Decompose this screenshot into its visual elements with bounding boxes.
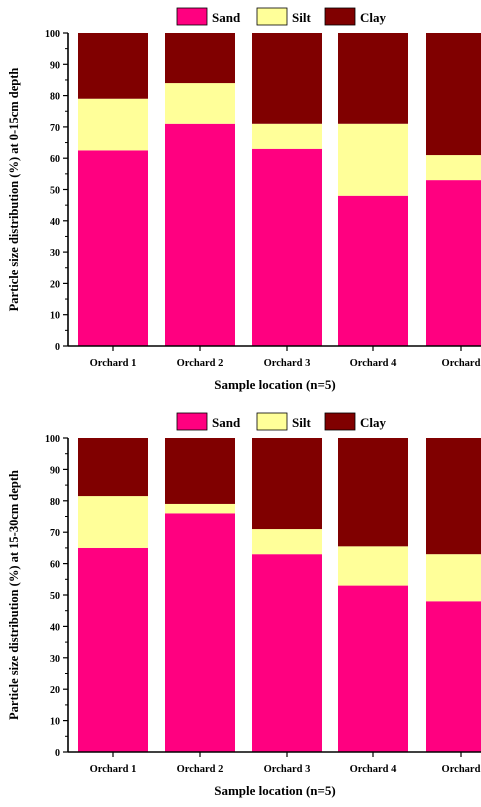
- legend-swatch-silt: [256, 7, 288, 26]
- y-tick-label: 0: [55, 748, 60, 759]
- y-tick-label: 30: [50, 654, 60, 665]
- bar-clay-5: [426, 438, 481, 555]
- legend-swatch-silt: [256, 412, 288, 431]
- bar-sand-3: [252, 148, 322, 346]
- bar-clay-3: [252, 438, 322, 530]
- y-tick-label: 20: [50, 279, 60, 290]
- legend-swatch-sand: [176, 412, 208, 431]
- x-tick-label: Orchard 4: [350, 764, 398, 775]
- y-tick-label: 80: [50, 92, 60, 103]
- bar-silt-2: [165, 503, 235, 514]
- bar-silt-2: [165, 83, 235, 124]
- x-tick-label: Orchard 2: [177, 764, 224, 775]
- y-tick-label: 60: [50, 154, 60, 165]
- bar-sand-2: [165, 513, 235, 752]
- legend-swatch-sand: [176, 7, 208, 26]
- bar-clay-2: [165, 33, 235, 84]
- y-tick-label: 80: [50, 497, 60, 508]
- x-tick-label: Orchard 4: [350, 358, 398, 369]
- y-tick-label: 90: [50, 465, 60, 476]
- bar-silt-3: [252, 529, 322, 555]
- bar-silt-3: [252, 123, 322, 149]
- y-tick-label: 60: [50, 560, 60, 571]
- y-tick-label: 40: [50, 622, 60, 633]
- legend-label-silt: Silt: [292, 415, 311, 430]
- y-tick-label: 70: [50, 123, 60, 134]
- x-tick-label: Orchard 1: [90, 764, 137, 775]
- y-tick-label: 50: [50, 186, 60, 197]
- bar-sand-2: [165, 123, 235, 347]
- y-tick-label: 0: [55, 342, 60, 353]
- bar-sand-5: [426, 180, 481, 346]
- y-tick-label: 70: [50, 528, 60, 539]
- y-tick-label: 100: [45, 29, 60, 40]
- legend-label-clay: Clay: [360, 10, 387, 25]
- y-tick-label: 50: [50, 591, 60, 602]
- legend-label-sand: Sand: [212, 10, 241, 25]
- bar-clay-3: [252, 33, 322, 124]
- legend-label-clay: Clay: [360, 415, 387, 430]
- bar-silt-4: [338, 123, 408, 196]
- bar-clay-4: [338, 33, 408, 124]
- bar-silt-5: [426, 554, 481, 602]
- bar-silt-1: [78, 98, 148, 151]
- legend-swatch-clay: [324, 7, 356, 26]
- y-tick-label: 20: [50, 685, 60, 696]
- bar-sand-1: [78, 547, 148, 752]
- x-axis-label: Sample location (n=5): [214, 783, 336, 798]
- bar-clay-4: [338, 438, 408, 547]
- x-tick-label: Orchard 3: [264, 764, 311, 775]
- y-tick-label: 40: [50, 217, 60, 228]
- x-tick-label: Orchard: [442, 358, 481, 369]
- bar-clay-5: [426, 33, 481, 156]
- bar-clay-1: [78, 33, 148, 99]
- y-tick-label: 100: [45, 434, 60, 445]
- legend-label-silt: Silt: [292, 10, 311, 25]
- x-tick-label: Orchard 3: [264, 358, 311, 369]
- bar-silt-5: [426, 155, 481, 181]
- bar-silt-1: [78, 496, 148, 548]
- bar-silt-4: [338, 546, 408, 586]
- y-tick-label: 30: [50, 248, 60, 259]
- chart-2: 0 10 20 30 40 50 60 70 80 90 100 Orchard 1 Orchard 2…: [7, 412, 481, 798]
- legend-swatch-clay: [324, 412, 356, 431]
- bar-sand-3: [252, 554, 322, 752]
- x-tick-label: Orchard 1: [90, 358, 137, 369]
- x-tick-label: Orchard 2: [177, 358, 224, 369]
- bar-clay-1: [78, 438, 148, 497]
- y-axis-label: Particle size distribution (%) at 0-15cm…: [7, 68, 21, 312]
- y-tick-label: 10: [50, 717, 60, 728]
- y-axis-label: Particle size distribution (%) at 15-30c…: [7, 470, 21, 720]
- bar-sand-4: [338, 585, 408, 752]
- bar-sand-1: [78, 150, 148, 346]
- y-tick-label: 10: [50, 311, 60, 322]
- bar-sand-5: [426, 601, 481, 752]
- y-tick-label: 90: [50, 60, 60, 71]
- x-tick-label: Orchard: [442, 764, 481, 775]
- bar-sand-4: [338, 195, 408, 346]
- chart-1: 0 10 20 30 40 50 60 70 80 90 100 Orchard 1 Orchard 2…: [7, 7, 481, 392]
- bar-clay-2: [165, 438, 235, 504]
- legend-label-sand: Sand: [212, 415, 241, 430]
- x-axis-label: Sample location (n=5): [214, 377, 336, 392]
